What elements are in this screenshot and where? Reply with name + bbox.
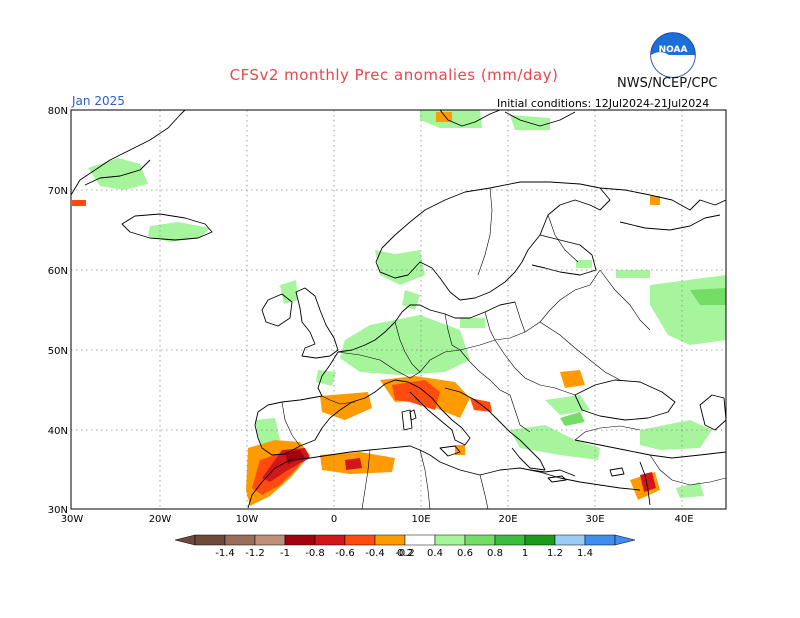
dry-anomaly-patches bbox=[72, 112, 660, 506]
map-frame bbox=[70, 109, 727, 510]
lon-label: 30W bbox=[61, 514, 84, 525]
colorbar-swatch bbox=[254, 534, 286, 546]
longitude-labels: 30W 20W 10W 0 10E 20E 30E 40E bbox=[61, 514, 694, 525]
colorbar-label: 0.8 bbox=[487, 548, 503, 559]
latitude-labels: 80N 70N 60N 50N 40N 30N bbox=[48, 106, 68, 516]
lat-label: 30N bbox=[48, 505, 68, 516]
colorbar-label: -0.6 bbox=[335, 548, 355, 559]
colorbar-label: 0.4 bbox=[427, 548, 443, 559]
colorbar-label: -0.2 bbox=[395, 548, 415, 559]
colorbar-swatch bbox=[434, 534, 466, 546]
map-title: CFSv2 monthly Prec anomalies (mm/day) bbox=[229, 66, 559, 84]
colorbar-swatch bbox=[404, 534, 436, 546]
svg-text:NOAA: NOAA bbox=[659, 45, 688, 55]
colorbar-label: 0.6 bbox=[457, 548, 473, 559]
colorbar-label: -0.8 bbox=[305, 548, 325, 559]
colorbar-swatch bbox=[374, 534, 406, 546]
colorbar-label: 1.2 bbox=[547, 548, 563, 559]
coastlines bbox=[71, 110, 726, 509]
colorbar-swatch bbox=[344, 534, 376, 546]
colorbar-label: -1.2 bbox=[245, 548, 265, 559]
lat-label: 80N bbox=[48, 106, 68, 117]
colorbar-extend-low bbox=[174, 534, 196, 546]
wet-anomaly-patches bbox=[88, 110, 726, 498]
lat-label: 70N bbox=[48, 186, 68, 197]
agency-label: NWS/NCEP/CPC bbox=[617, 76, 718, 91]
colorbar-label: -0.4 bbox=[365, 548, 385, 559]
colorbar: -1.4 -1.2 -1 -0.8 -0.6 -0.4 -0.20.2 0.4 0.6 0.8 1 1… bbox=[174, 534, 636, 559]
country-borders bbox=[281, 187, 726, 509]
lon-label: 20W bbox=[149, 514, 172, 525]
lon-label: 0 bbox=[331, 514, 337, 525]
colorbar-swatch bbox=[284, 534, 316, 546]
colorbar-swatch bbox=[584, 534, 616, 546]
forecast-month: Jan 2025 bbox=[72, 94, 125, 108]
colorbar-label: -1 bbox=[280, 548, 290, 559]
lon-label: 20E bbox=[498, 514, 517, 525]
wet-anomaly-patches-strong bbox=[560, 288, 726, 426]
initial-conditions: Initial conditions: 12Jul2024-21Jul2024 bbox=[497, 97, 710, 110]
gridlines bbox=[71, 110, 726, 509]
lon-label: 30E bbox=[585, 514, 604, 525]
lon-label: 10E bbox=[411, 514, 430, 525]
lat-label: 40N bbox=[48, 426, 68, 437]
colorbar-swatch bbox=[224, 534, 256, 546]
colorbar-label: 1 bbox=[522, 548, 528, 559]
colorbar-swatch bbox=[494, 534, 526, 546]
colorbar-swatch bbox=[194, 534, 226, 546]
colorbar-swatch bbox=[314, 534, 346, 546]
noaa-logo: NOAA bbox=[650, 32, 696, 78]
lon-label: 10W bbox=[236, 514, 259, 525]
map-content bbox=[71, 110, 726, 509]
colorbar-extend-high bbox=[614, 534, 636, 546]
lat-label: 50N bbox=[48, 346, 68, 357]
colorbar-label: 1.4 bbox=[577, 548, 593, 559]
colorbar-swatch bbox=[554, 534, 586, 546]
lat-label: 60N bbox=[48, 266, 68, 277]
colorbar-label: 0.2 bbox=[397, 548, 413, 559]
lon-label: 40E bbox=[674, 514, 693, 525]
colorbar-swatch bbox=[464, 534, 496, 546]
colorbar-swatch bbox=[524, 534, 556, 546]
colorbar-label: -1.4 bbox=[215, 548, 235, 559]
